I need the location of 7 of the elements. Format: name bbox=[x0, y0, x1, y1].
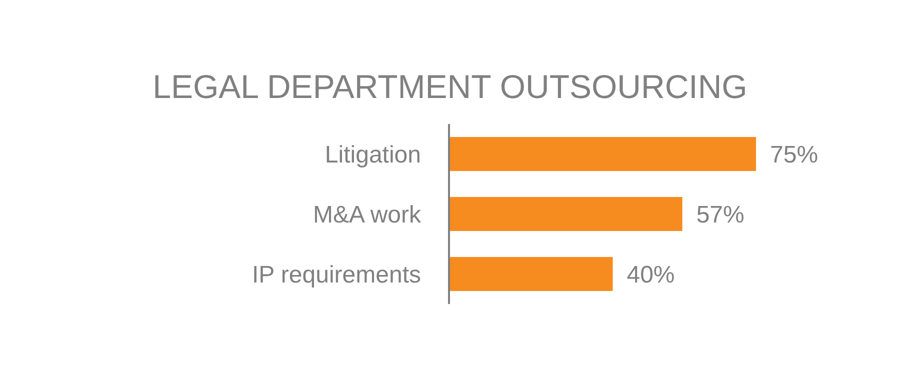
y-tick-label: IP requirements bbox=[252, 262, 421, 289]
chart-title: LEGAL DEPARTMENT OUTSOURCING bbox=[152, 68, 748, 106]
data-label: 57% bbox=[696, 201, 744, 228]
y-tick-label: Litigation bbox=[324, 142, 421, 169]
data-label: 75% bbox=[770, 141, 818, 168]
data-label: 40% bbox=[626, 261, 675, 288]
y-tick-label: M&A work bbox=[312, 202, 422, 229]
